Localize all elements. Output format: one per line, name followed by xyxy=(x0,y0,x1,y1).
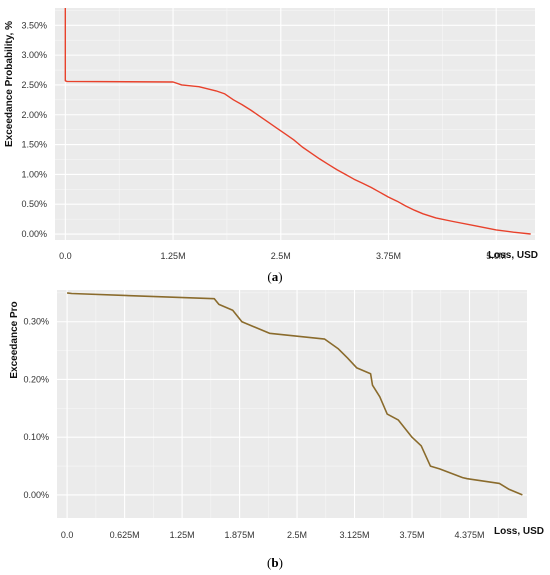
y-tick-label: 3.00% xyxy=(21,50,47,60)
x-axis-title-a: Loss, USD xyxy=(488,250,538,261)
x-tick-label: 2.5M xyxy=(287,530,307,540)
chart-panel-b: 0.0 0.625M 1.25M 1.875M 2.5M 3.125M 3.75M 4.375… xyxy=(9,290,544,540)
x-tick-label: 0.625M xyxy=(110,530,140,540)
x-tick-label: 3.125M xyxy=(340,530,370,540)
x-tick-label: 2.5M xyxy=(271,251,291,261)
x-axis-title-b: Loss, USD xyxy=(494,526,544,537)
plot-area-b xyxy=(57,290,527,518)
x-tick-label: 1.875M xyxy=(225,530,255,540)
series-line-b xyxy=(66,292,523,496)
series-line xyxy=(64,8,531,235)
y-tick-label: 2.50% xyxy=(21,80,47,90)
series-line xyxy=(66,292,523,496)
caption-b-open: ( xyxy=(267,555,271,570)
x-tick-label: 0.0 xyxy=(59,251,72,261)
y-tick-label: 1.00% xyxy=(21,169,47,179)
grid-a xyxy=(55,8,535,240)
x-tick-labels-b: 0.0 0.625M 1.25M 1.875M 2.5M 3.125M 3.75M 4.375… xyxy=(61,530,485,540)
y-tick-label: 0.10% xyxy=(23,432,49,442)
x-tick-label: 4.375M xyxy=(454,530,484,540)
caption-b-letter: b xyxy=(271,555,278,570)
x-tick-label: 5.0M xyxy=(486,251,506,261)
y-tick-label: 0.20% xyxy=(23,374,49,384)
x-tick-label: 0.0 xyxy=(61,530,74,540)
x-tick-label: 3.75M xyxy=(400,530,425,540)
x-tick-label: 3.75M xyxy=(376,251,401,261)
caption-b-close: ) xyxy=(279,555,283,570)
y-tick-labels-a: 0.00% 0.50% 1.00% 1.50% 2.00% 2.50% 3.00% 3.50% xyxy=(21,20,47,239)
y-tick-label: 0.50% xyxy=(21,199,47,209)
y-tick-labels-b: 0.00% 0.10% 0.20% 0.30% xyxy=(23,317,49,500)
y-tick-label: 2.00% xyxy=(21,110,47,120)
x-tick-labels-a: 0.0 1.25M 2.5M 3.75M 5.0M xyxy=(59,251,506,261)
chart-panel-a: 0.0 1.25M 2.5M 3.75M 5.0M 0.00% 0.50% 1.00% 1.5… xyxy=(4,8,538,261)
x-tick-label: 1.25M xyxy=(161,251,186,261)
plot-area-a xyxy=(55,8,535,240)
y-tick-label: 0.00% xyxy=(23,490,49,500)
grid-b xyxy=(57,290,527,518)
caption-a-open: ( xyxy=(267,269,271,284)
y-axis-title-a: Exceedance Probability, % xyxy=(4,21,15,147)
y-tick-label: 3.50% xyxy=(21,20,47,30)
series-line-a xyxy=(64,8,531,235)
x-tick-label: 1.25M xyxy=(170,530,195,540)
caption-b: (b) xyxy=(267,555,283,570)
y-tick-label: 1.50% xyxy=(21,140,47,150)
caption-a: (a) xyxy=(267,269,282,284)
caption-a-letter: a xyxy=(272,269,279,284)
y-tick-label: 0.30% xyxy=(23,317,49,327)
y-axis-title-b: Exceedance Pro xyxy=(9,301,20,378)
caption-a-close: ) xyxy=(278,269,282,284)
y-tick-label: 0.00% xyxy=(21,229,47,239)
